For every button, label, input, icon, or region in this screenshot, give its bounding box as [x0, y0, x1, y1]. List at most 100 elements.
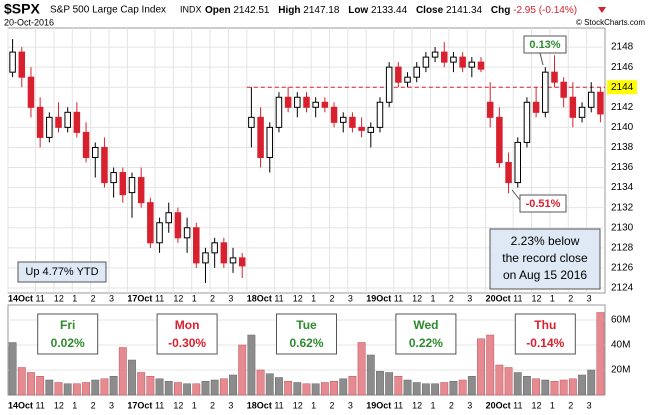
x-tick-label: 12 [173, 400, 183, 410]
x-tick-label: 11 [155, 400, 164, 410]
volume-bar [440, 382, 449, 396]
volume-bar [229, 374, 237, 396]
volume-bar [118, 347, 127, 396]
candle-body [156, 222, 163, 244]
x-tick-label: 17Oct [127, 400, 152, 410]
candle-body [358, 126, 365, 131]
candle-body [413, 66, 420, 78]
candle-body [385, 66, 393, 103]
volume-bar [458, 379, 467, 396]
x-tick-label: 11 [36, 293, 45, 303]
x-tick-label: 20Oct [486, 400, 511, 410]
y-tick-label: 20M [611, 365, 630, 376]
x-tick-label: 3 [228, 400, 233, 410]
x-tick-label: 19Oct [366, 293, 391, 303]
x-tick-label: 2 [210, 293, 215, 303]
volume-bar [109, 376, 118, 396]
x-tick-label: 12 [54, 400, 64, 410]
volume-bar [348, 376, 357, 396]
volume-bar [449, 381, 458, 396]
value: -2.95 (-0.14%) [513, 5, 577, 16]
volume-bar [27, 372, 35, 396]
x-tick-label: 17Oct [127, 293, 152, 303]
volume-bar [183, 383, 192, 396]
day-change: 0.62% [289, 336, 323, 350]
x-tick-label: 1 [550, 400, 555, 410]
candle-body [431, 51, 439, 58]
volume-bar [523, 376, 531, 396]
candle-body [46, 116, 53, 138]
candle-body [523, 101, 531, 143]
candle-body [496, 116, 503, 164]
candle-body [450, 56, 457, 63]
x-tick-label: 12 [532, 293, 542, 303]
y-tick-label: 2140 [611, 122, 634, 133]
volume-bar [339, 378, 348, 396]
candle-body [395, 66, 402, 83]
label: High [278, 5, 300, 16]
volume-bar [559, 379, 568, 396]
candle-body [578, 106, 586, 118]
candle-body [560, 81, 567, 98]
x-tick-label: 1 [311, 400, 316, 410]
x-tick-label: 3 [109, 293, 114, 303]
candle-body [91, 146, 99, 158]
candle-body [202, 252, 209, 264]
candle-body [18, 51, 26, 78]
x-tick-label: 1 [430, 400, 435, 410]
value: 2141.34 [446, 5, 483, 16]
volume-bar [320, 382, 329, 396]
volume-bar [192, 383, 201, 396]
y-tick-label: 2126 [611, 263, 634, 274]
volume-bar [495, 364, 504, 396]
reference-label: 2144 [611, 82, 634, 93]
volume-bar [330, 381, 338, 396]
volume-bar [17, 367, 26, 396]
annotation: the record close [502, 251, 588, 265]
x-tick-label: 3 [109, 400, 114, 410]
volume-bar [568, 378, 577, 396]
y-tick-label: 2146 [611, 62, 634, 73]
day-box [514, 313, 576, 355]
day-box [395, 313, 457, 355]
y-tick-label: 2136 [611, 162, 634, 173]
annotation: 2.23% below [511, 234, 580, 248]
candle-body [183, 227, 191, 239]
candle-body [441, 51, 448, 63]
volume-bar [403, 379, 412, 396]
x-tick-label: 1 [192, 400, 197, 410]
x-tick-label: 2 [91, 400, 96, 410]
candle-body [367, 126, 375, 133]
volume-bar [578, 374, 586, 396]
volume-bar [128, 359, 136, 396]
candle-body [64, 111, 71, 128]
volume-bar [265, 373, 274, 396]
candle-body [294, 96, 301, 108]
candle-body [459, 56, 466, 68]
candle-body [551, 71, 558, 83]
volume-bar [63, 383, 72, 396]
x-tick-label: 2 [329, 293, 334, 303]
candle-body [587, 91, 595, 108]
x-tick-label: 2 [449, 293, 454, 303]
candle-body [339, 116, 347, 123]
day-change: -0.30% [168, 336, 206, 350]
candle-body [55, 116, 62, 128]
x-tick-label: 19Oct [366, 400, 391, 410]
candle-body [486, 101, 494, 118]
volume-bar [238, 344, 247, 396]
candle-body [220, 242, 228, 264]
volume-bar [201, 381, 210, 396]
volume-bar [550, 381, 559, 396]
x-tick-label: 12 [412, 400, 422, 410]
plot: 2124212621282130213221342136213821402142… [7, 28, 637, 410]
volume-bar [394, 376, 403, 396]
down-arrow [598, 7, 606, 13]
volume-bar [587, 369, 596, 396]
pointer [539, 52, 544, 66]
candle-body [101, 146, 108, 184]
x-tick-label: 3 [467, 400, 472, 410]
pointer [511, 189, 521, 201]
candle-body [165, 212, 172, 224]
x-tick-label: 12 [54, 293, 64, 303]
